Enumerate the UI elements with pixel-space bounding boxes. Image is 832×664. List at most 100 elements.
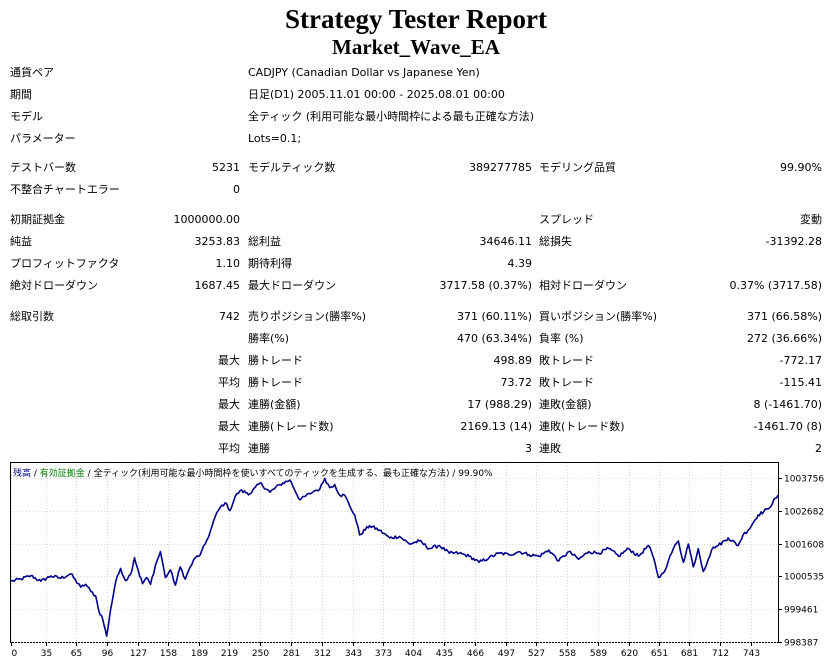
rel-drawdown-label: 相対ドローダウン: [539, 279, 627, 292]
avg-cons-wins-label: 連勝: [248, 442, 270, 455]
y-tick-label: 1003756: [784, 475, 824, 485]
symbol-value: CADJPY (Canadian Dollar vs Japanese Yen): [248, 66, 480, 79]
net-profit-label: 純益: [10, 235, 32, 248]
largest-loss-value: -772.17: [779, 354, 822, 367]
max-cons-wins-count-label: 連勝(トレード数): [248, 420, 334, 433]
total-trades-label: 総取引数: [10, 310, 54, 323]
avg-loss-value: -115.41: [779, 376, 822, 389]
report-title: Strategy Tester Report: [285, 4, 547, 34]
x-tick-label: 35: [41, 649, 52, 659]
max-drawdown-label: 最大ドローダウン: [248, 279, 336, 292]
model-value: 全ティック (利用可能な最小時間枠による最も正確な方法): [248, 110, 535, 123]
y-tick-label: 1001608: [784, 541, 824, 551]
ticks-label: モデルティック数: [248, 161, 336, 174]
header-margin: 有効証拠金: [40, 467, 85, 479]
x-tick-label: 343: [345, 649, 362, 659]
spread-label: スプレッド: [539, 213, 594, 226]
header-quality: 99.90%: [458, 469, 493, 479]
chart-header: 残高 / 有効証拠金 / 全ティック(利用可能な最小時間枠を使いすべてのティック…: [13, 467, 493, 479]
x-tick-label: 558: [559, 649, 576, 659]
balance-chart-svg: 残高 / 有効証拠金 / 全ティック(利用可能な最小時間枠を使いすべてのティック…: [10, 462, 824, 659]
avg-win-value: 73.72: [500, 376, 533, 389]
ea-name: Market_Wave_EA: [332, 35, 500, 59]
ticks-value: 389277785: [469, 161, 532, 174]
expected-payoff-value: 4.39: [507, 257, 533, 270]
gross-loss-label: 総損失: [539, 235, 572, 248]
profit-factor-value: 1.10: [215, 257, 241, 270]
bars-label: テストバー数: [10, 161, 76, 174]
x-tick-label: 0: [12, 649, 18, 659]
abs-drawdown-value: 1687.45: [194, 279, 241, 292]
mismatch-label: 不整合チャートエラー: [10, 183, 120, 196]
x-tick-label: 681: [681, 649, 698, 659]
short-positions-label: 売りポジション(勝率%): [248, 310, 367, 323]
avg-cons-prefix: 平均: [218, 442, 240, 455]
win-rate-value: 470 (63.34%): [456, 332, 532, 345]
header-sep1: /: [31, 469, 40, 479]
avg-cons-losses-label: 連敗: [539, 442, 561, 455]
quality-value: 99.90%: [780, 161, 822, 174]
abs-drawdown-label: 絶対ドローダウン: [10, 279, 98, 292]
x-tick-label: 65: [71, 649, 82, 659]
max-cons-wins-count-value: 2169.13 (14): [460, 420, 532, 433]
gross-profit-label: 総利益: [248, 235, 281, 248]
x-tick-label: 712: [712, 649, 729, 659]
bars-value: 5231: [212, 161, 240, 174]
max-cons-losses-count-label: 連敗(トレード数): [539, 420, 625, 433]
long-positions-label: 買いポジション(勝率%): [539, 310, 658, 323]
x-tick-label: 158: [160, 649, 177, 659]
x-tick-label: 589: [590, 649, 607, 659]
long-positions-value: 371 (66.58%): [746, 310, 822, 323]
grid: [11, 463, 778, 643]
expected-payoff-label: 期待利得: [248, 257, 292, 270]
plot-frame: [10, 462, 779, 643]
y-tick-label: 999461: [784, 606, 818, 616]
gross-loss-value: -31392.28: [765, 235, 822, 248]
x-tick-label: 743: [743, 649, 760, 659]
short-positions-value: 371 (60.11%): [456, 310, 532, 323]
model-label: モデル: [10, 110, 43, 123]
max-cons-losses-money-value: 8 (-1461.70): [753, 398, 822, 411]
period-value: 日足(D1) 2005.11.01 00:00 - 2025.08.01 00:…: [248, 88, 505, 101]
parameters-label: パラメーター: [10, 132, 76, 145]
y-tick-label: 998387: [784, 639, 818, 649]
gross-profit-value: 34646.11: [479, 235, 533, 248]
x-tick-label: 189: [191, 649, 208, 659]
max-cons-losses-money-label: 連敗(金額): [539, 398, 592, 411]
avg-cons-wins-value: 3: [525, 442, 532, 455]
largest-win-value: 498.89: [493, 354, 533, 367]
max-cons-losses-count-value: -1461.70 (8): [753, 420, 822, 433]
x-tick-label: 620: [621, 649, 638, 659]
max-cons-wins-money-value: 17 (988.29): [467, 398, 532, 411]
y-tick-label: 1000535: [784, 573, 824, 583]
x-tick-label: 497: [498, 649, 515, 659]
avg-loss-label: 敗トレード: [539, 376, 594, 389]
x-tick-label: 435: [436, 649, 453, 659]
header-model: 全ティック(利用可能な最小時間枠を使いすべてのティックを生成する、最も正確な方法…: [94, 467, 450, 479]
header-sep3: /: [450, 469, 459, 479]
largest-win-label: 勝トレード: [248, 354, 303, 367]
x-tick-label: 527: [528, 649, 545, 659]
loss-rate-label: 負率 (%): [539, 332, 584, 345]
balance-line-group: [10, 477, 779, 637]
header-balance: 残高: [13, 467, 31, 479]
x-tick-label: 466: [467, 649, 484, 659]
parameters-value: Lots=0.1;: [248, 132, 302, 145]
x-tick-label: 127: [130, 649, 147, 659]
header-sep2: /: [85, 469, 94, 479]
avg-win-label: 勝トレード: [248, 376, 303, 389]
quality-label: モデリング品質: [539, 161, 616, 174]
rel-drawdown-value: 0.37% (3717.58): [729, 279, 822, 292]
period-label: 期間: [10, 88, 32, 101]
x-tick-label: 651: [651, 649, 668, 659]
mismatch-value: 0: [233, 183, 240, 196]
win-rate-label: 勝率(%): [248, 332, 290, 345]
x-tick-label: 373: [375, 649, 392, 659]
x-tick-label: 404: [405, 649, 422, 659]
x-tick-label: 96: [102, 649, 114, 659]
x-tick-label: 219: [221, 649, 238, 659]
max-drawdown-value: 3717.58 (0.37%): [439, 279, 532, 292]
largest-loss-label: 敗トレード: [539, 354, 594, 367]
spread-value: 変動: [800, 213, 822, 226]
max-cons-count-prefix: 最大: [218, 420, 240, 433]
